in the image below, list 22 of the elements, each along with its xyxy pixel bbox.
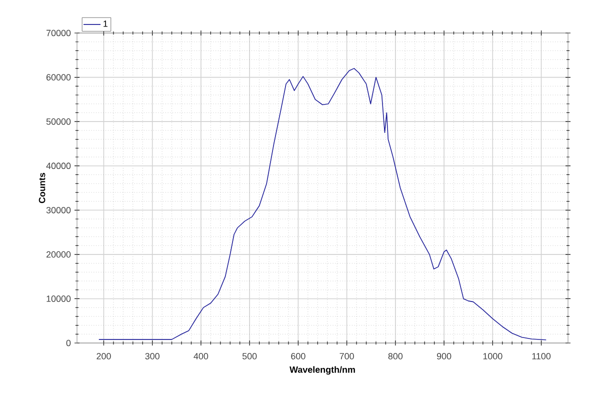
x-tick-label: 900 <box>436 353 452 360</box>
y-tick-label: 30000 <box>46 206 71 214</box>
y-tick-label: 60000 <box>46 74 71 80</box>
y-tick-label: 0 <box>66 340 71 346</box>
y-tick-label: 40000 <box>46 162 71 170</box>
y-axis-title: Counts <box>38 172 46 204</box>
x-axis-title: Wavelength/nm <box>290 366 355 375</box>
x-tick-label: 200 <box>96 353 111 360</box>
x-tick-label: 1000 <box>483 353 502 360</box>
line-series <box>98 68 547 340</box>
x-tick-label: 600 <box>291 353 306 360</box>
x-tick-label: 500 <box>242 353 257 360</box>
legend-label: 1 <box>104 20 108 27</box>
y-tick-label: 50000 <box>46 118 71 125</box>
y-tick-label: 70000 <box>46 30 71 36</box>
y-tick-label: 10000 <box>46 296 71 302</box>
x-tick-label: 1100 <box>532 353 551 360</box>
x-tick-label: 300 <box>145 353 160 360</box>
x-tick-label: 400 <box>194 353 208 360</box>
y-tick-label: 20000 <box>46 251 71 258</box>
x-tick-label: 700 <box>340 353 354 360</box>
x-tick-label: 800 <box>388 353 403 360</box>
